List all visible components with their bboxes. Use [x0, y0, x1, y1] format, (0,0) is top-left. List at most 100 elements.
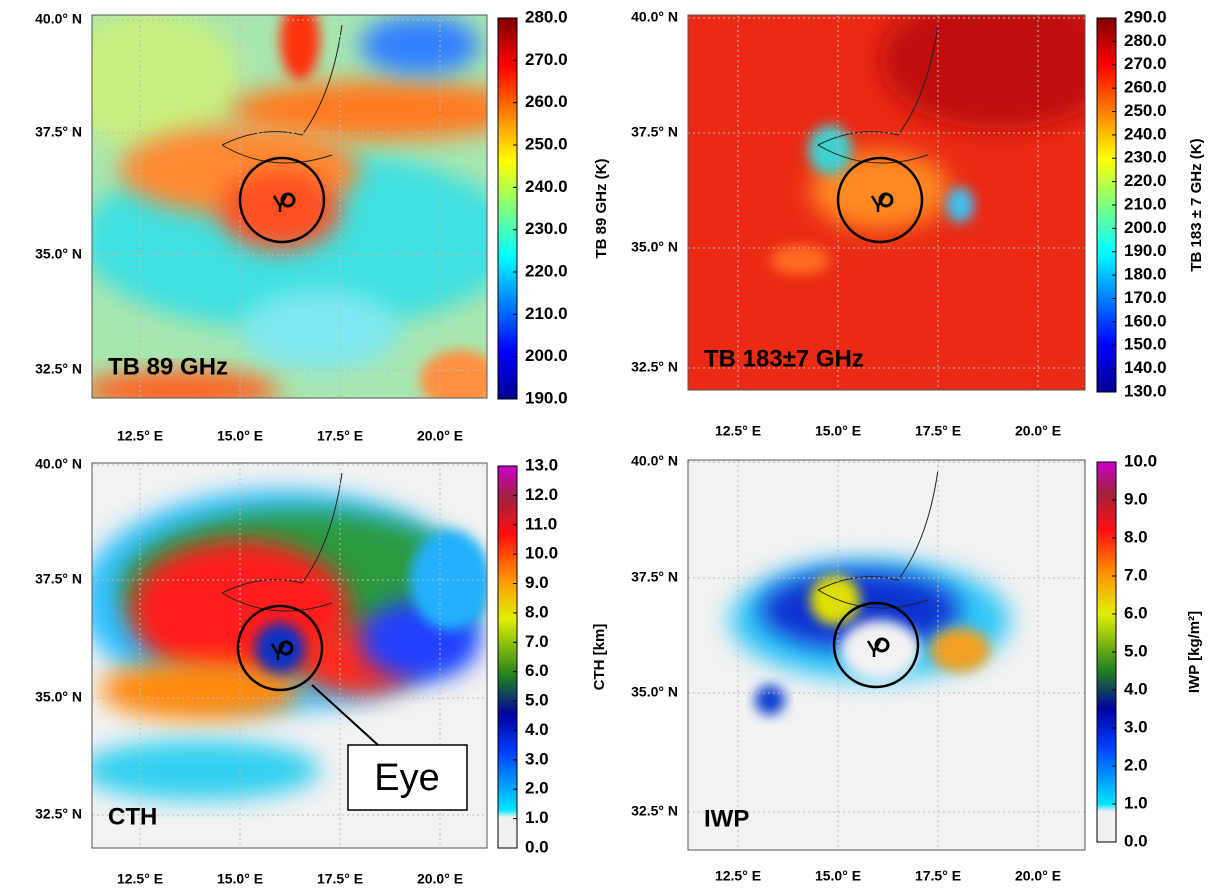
lat-label: 32.5° N: [631, 359, 678, 375]
colorbar: [498, 18, 517, 399]
colorbar-tick-label: 4.0: [1124, 679, 1148, 698]
lat-label: 40.0° N: [35, 456, 82, 472]
panel: IWP 40.0° N 37.5° N 35.0° N 32.5° N 12.5° E 15…: [631, 451, 1203, 883]
colorbar-tick-label: 240.0: [525, 177, 568, 196]
lon-label: 12.5° E: [117, 428, 163, 444]
colorbar-tick-label: 1.0: [1124, 793, 1148, 812]
colorbar-label: CTH [km]: [591, 624, 608, 691]
colorbar-tick-label: 11.0: [525, 514, 557, 533]
colorbar-tick-label: 8.0: [1124, 527, 1148, 546]
map: [688, 460, 1085, 850]
map-field: [360, 15, 480, 75]
lon-label: 15.0° E: [815, 868, 861, 884]
lon-label: 20.0° E: [1015, 868, 1061, 884]
colorbar-tick-label: 7.0: [525, 632, 549, 651]
map-field: [420, 350, 500, 410]
lon-label: 12.5° E: [715, 868, 761, 884]
lat-label: 35.0° N: [631, 684, 678, 700]
colorbar-tick-label: 2.0: [1124, 755, 1148, 774]
map-field: [770, 245, 830, 275]
lat-label: 40.0° N: [35, 11, 82, 27]
colorbar-tick-label: 130.0: [1124, 381, 1167, 400]
lon-label: 20.0° E: [417, 428, 463, 444]
panel-label: TB 183±7 GHz: [704, 345, 864, 372]
map-field: [946, 187, 974, 223]
colorbar-tick-label: 0.0: [525, 837, 549, 856]
lon-label: 17.5° E: [915, 423, 961, 439]
colorbar-tick-label: 230.0: [525, 219, 568, 238]
map: [688, 0, 1120, 390]
panel: TB 183±7 GHz 40.0° N 37.5° N 35.0° N 32.5° N…: [631, 0, 1205, 439]
panel: TB 89 GHz 40.0° N 37.5° N 35.0° N 32.5° N 12.…: [35, 0, 610, 444]
lon-label: 20.0° E: [1015, 423, 1061, 439]
lat-label: 35.0° N: [631, 239, 678, 255]
lat-label: 37.5° N: [35, 124, 82, 140]
lat-label: 35.0° N: [35, 246, 82, 262]
lon-label: 15.0° E: [217, 871, 263, 887]
lat-label: 37.5° N: [631, 569, 678, 585]
lat-label: 40.0° N: [631, 9, 678, 25]
colorbar-tick-label: 280.0: [525, 7, 568, 26]
colorbar-tick-label: 150.0: [1124, 335, 1167, 354]
colorbar-tick-label: 190.0: [1124, 241, 1167, 260]
lat-label: 37.5° N: [35, 571, 82, 587]
colorbar-tick-label: 9.0: [525, 573, 549, 592]
colorbar-tick-label: 12.0: [525, 485, 558, 504]
lat-label: 35.0° N: [35, 689, 82, 705]
colorbar-tick-label: 270.0: [1124, 54, 1167, 73]
map-field: [240, 290, 400, 370]
lon-label: 17.5° E: [317, 871, 363, 887]
colorbar-tick-label: 6.0: [525, 661, 549, 680]
colorbar-tick-label: 220.0: [1124, 171, 1167, 190]
colorbar-tick-label: 200.0: [525, 346, 568, 365]
map-field: [80, 740, 320, 800]
colorbar-label: TB 89 GHz (K): [593, 158, 610, 258]
colorbar-tick-label: 8.0: [525, 602, 549, 621]
lon-label: 12.5° E: [715, 423, 761, 439]
lon-label: 17.5° E: [915, 868, 961, 884]
colorbar-tick-label: 250.0: [525, 134, 568, 153]
colorbar-tick-label: 200.0: [1124, 218, 1167, 237]
colorbar-tick-label: 230.0: [1124, 148, 1167, 167]
colorbar-tick-label: 5.0: [525, 691, 549, 710]
colorbar: [498, 466, 517, 848]
colorbar-tick-label: 160.0: [1124, 311, 1167, 330]
lat-label: 32.5° N: [35, 361, 82, 377]
map: [60, 0, 530, 410]
colorbar-tick-label: 270.0: [525, 50, 568, 69]
colorbar-tick-label: 5.0: [1124, 641, 1148, 660]
colorbar-tick-label: 7.0: [1124, 565, 1148, 584]
lat-label: 37.5° N: [631, 124, 678, 140]
lon-label: 15.0° E: [217, 428, 263, 444]
colorbar-tick-label: 210.0: [525, 304, 568, 323]
colorbar-tick-label: 10.0: [1124, 451, 1157, 470]
lat-label: 32.5° N: [35, 806, 82, 822]
colorbar-tick-label: 190.0: [525, 388, 568, 407]
panel-label: IWP: [704, 805, 749, 832]
colorbar-tick-label: 240.0: [1124, 124, 1167, 143]
lon-label: 20.0° E: [417, 871, 463, 887]
map-field: [930, 628, 990, 672]
lat-label: 40.0° N: [631, 453, 678, 469]
panel-label: CTH: [108, 803, 157, 830]
colorbar-tick-label: 250.0: [1124, 101, 1167, 120]
colorbar-label: IWP [kg/m²]: [1186, 611, 1203, 693]
colorbar-tick-label: 9.0: [1124, 489, 1148, 508]
map-field: [755, 685, 785, 715]
colorbar-tick-label: 6.0: [1124, 603, 1148, 622]
colorbar-tick-label: 2.0: [525, 779, 549, 798]
colorbar-tick-label: 0.0: [1124, 831, 1148, 850]
colorbar-tick-label: 180.0: [1124, 265, 1167, 284]
map-field: [280, 0, 320, 80]
colorbar-tick-label: 290.0: [1124, 7, 1167, 26]
colorbar-tick-label: 1.0: [525, 808, 549, 827]
lat-label: 32.5° N: [631, 803, 678, 819]
colorbar-tick-label: 260.0: [1124, 78, 1167, 97]
colorbar-tick-label: 10.0: [525, 544, 558, 563]
colorbar-tick-label: 140.0: [1124, 358, 1167, 377]
lon-label: 15.0° E: [815, 423, 861, 439]
colorbar-tick-label: 3.0: [1124, 717, 1148, 736]
panel-label: TB 89 GHz: [108, 353, 228, 380]
eye-label: Eye: [374, 757, 439, 799]
